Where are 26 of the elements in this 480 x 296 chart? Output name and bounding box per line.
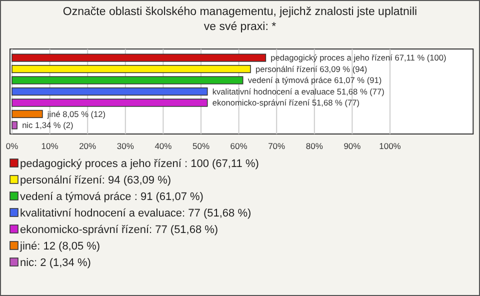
x-tick-label: 40% [154,141,172,151]
category-label: nic 1,34 % (2) [22,120,74,130]
text: vedení a týmová práce : 91 (61,07 %) [20,191,204,203]
x-tick-label: 60% [230,141,248,151]
category-label: ekonomicko-správní řízení 51,68 % (77) [212,98,360,108]
text: jiné: 12 (8,05 %) [19,240,100,252]
x-tick-label: 80% [306,141,324,151]
category-label: personální řízení 63,09 % (94) [255,64,368,74]
x-tick-label: 0% [6,141,19,151]
x-tick-label: 30% [116,141,134,151]
text: personální řízení: 94 (63,09 %) [20,174,172,186]
category-label: vedení a týmová práce 61,07 % (91) [248,75,382,86]
chart-title: Označte oblasti školského managementu, jejichž znalosti jste uplatnili ve své praxi: * [62,6,418,33]
x-tick-label: 70% [268,141,286,151]
x-tick-label: 50% [192,141,210,151]
x-tick-label: 100% [379,141,402,151]
category-label: kvalitativní hodnocení a evaluace 51,68 % (77) [212,86,384,96]
x-tick-label: 20% [79,141,97,151]
text: nic: 2 (1,34 %) [20,257,91,269]
x-tick-label: 10% [41,141,59,151]
text: ekonomicko-správní řízení: 77 (51,68 %) [20,224,218,236]
text: kvalitativní hodnocení a evaluace: 77 (51,68 %) [20,208,252,220]
category-label: pedagogický proces a jeho řízení 67,11 % (100) [270,52,446,63]
x-tick-label: 90% [344,141,362,151]
text: pedagogický proces a jeho řízení : 100 (67,11 %) [20,158,259,170]
category-label: jiné 8,05 % (12) [47,108,106,119]
